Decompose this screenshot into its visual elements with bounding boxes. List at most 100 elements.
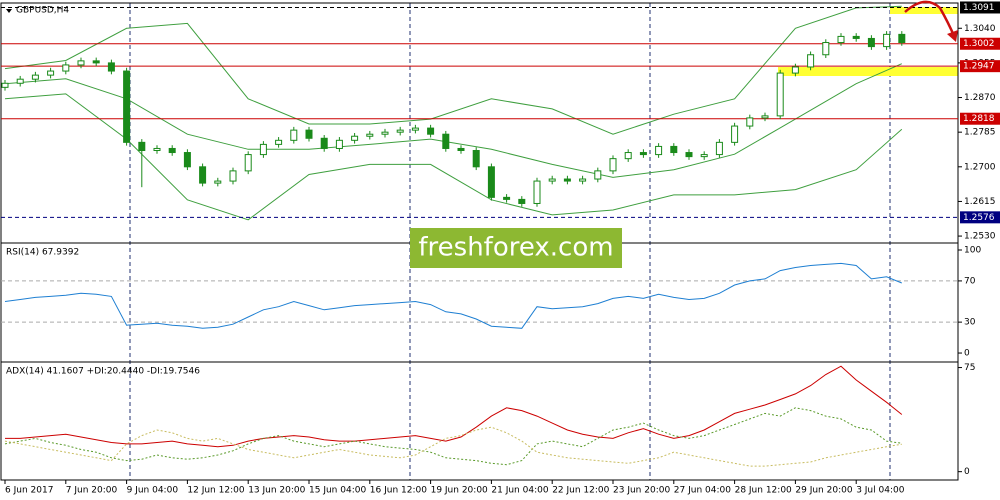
chart-title: GBPUSD,H4 [16,6,69,16]
candle-body [31,74,39,80]
level-label: 1.3091 [963,3,995,13]
level-label-bg [960,112,1000,125]
candle-body [214,180,222,184]
candle-body [548,178,556,182]
candle-body [244,154,252,172]
candle-body [655,145,663,156]
candle-body [852,35,860,39]
line [5,365,903,448]
x-tick-label: 27 Jun 04:00 [674,486,731,496]
highlight-box [890,7,958,14]
line [4,407,902,466]
candle-body [275,139,283,145]
candle-body [427,127,435,135]
level-label-bg [960,1,1000,14]
x-tick-label: 19 Jun 20:00 [431,486,488,496]
candle-body [396,129,404,133]
level-label: 1.2818 [963,114,995,124]
candle-body [487,166,495,198]
candle-body [47,70,55,76]
candle-body [472,150,480,168]
candle-body [305,129,313,139]
candle-body [579,178,587,182]
candle-body [442,133,450,149]
candle-body [153,147,161,152]
y-tick-label: 75 [964,363,975,373]
candle-body [290,129,298,141]
x-tick-label: 13 Jun 20:00 [248,486,305,496]
candle-body [1,82,9,88]
candle-body [168,147,176,154]
menu-triangle [6,9,12,13]
line [4,5,902,135]
y-tick-label: 0 [964,467,970,477]
candle-body [457,147,465,152]
candle-body [533,180,541,204]
candle-body [411,127,419,131]
level-label-bg [960,60,1000,73]
candle-body [715,141,723,156]
candle-body [123,70,131,143]
candle-body [138,141,146,152]
x-tick-label: 12 Jun 12:00 [187,486,244,496]
candle-body [183,152,191,168]
y-tick-label: 0 [964,349,970,359]
x-tick-label: 28 Jun 12:00 [735,486,792,496]
candle-body [624,152,632,160]
candle-body [351,135,359,141]
candle-body [867,37,875,48]
candle-body [16,78,24,84]
candle-body [381,131,389,135]
adx-frame [0,361,959,481]
candle-body [837,35,845,44]
candle-body [77,60,85,66]
y-tick-label: 1.2785 [964,128,996,138]
highlight-box [778,67,958,76]
candle-body [199,166,207,184]
candle-body [883,33,891,48]
level-label-bg [960,211,1000,224]
y-tick-label: 1.2700 [964,162,996,172]
candle-body [366,133,374,137]
candle-body [639,152,647,156]
candle-body [776,72,784,117]
candle-body [107,62,115,72]
candle-body [761,115,769,119]
candle-body [335,139,343,149]
candle-body [791,66,799,74]
candle-body [700,154,708,158]
y-tick-label: 1.2870 [964,93,996,103]
arrow [904,0,957,39]
y-tick-label: 30 [964,318,976,328]
arrow-head [947,30,958,42]
candle-body [62,64,70,72]
rsi-title: RSI(14) 67.9392 [6,248,79,258]
watermark: freshforex.com [418,233,613,263]
candle-body [731,125,739,143]
candle-body [807,54,815,68]
candle-body [229,170,237,182]
x-tick-label: 15 Jun 04:00 [309,486,366,496]
y-tick-label: 1.2615 [964,197,996,207]
y-tick-label: 1.3040 [964,24,996,34]
line [4,426,902,467]
x-tick-label: 6 Jun 2017 [5,486,53,496]
x-tick-label: 9 Jun 04:00 [127,486,179,496]
candle-body [670,145,678,154]
candle-body [259,143,267,156]
watermark-box [410,228,622,268]
line [4,93,903,221]
candle-body [503,196,511,200]
x-tick-label: 23 Jun 20:00 [613,486,670,496]
line [4,63,903,178]
x-tick-label: 3 Jul 04:00 [856,486,905,496]
level-label: 1.3002 [963,39,995,49]
candle-body [609,158,617,172]
y-tick-label: 1.2530 [964,232,996,242]
candle-body [92,60,100,64]
candle-body [685,152,693,158]
level-label-bg [960,37,1000,50]
candle-body [518,198,526,204]
